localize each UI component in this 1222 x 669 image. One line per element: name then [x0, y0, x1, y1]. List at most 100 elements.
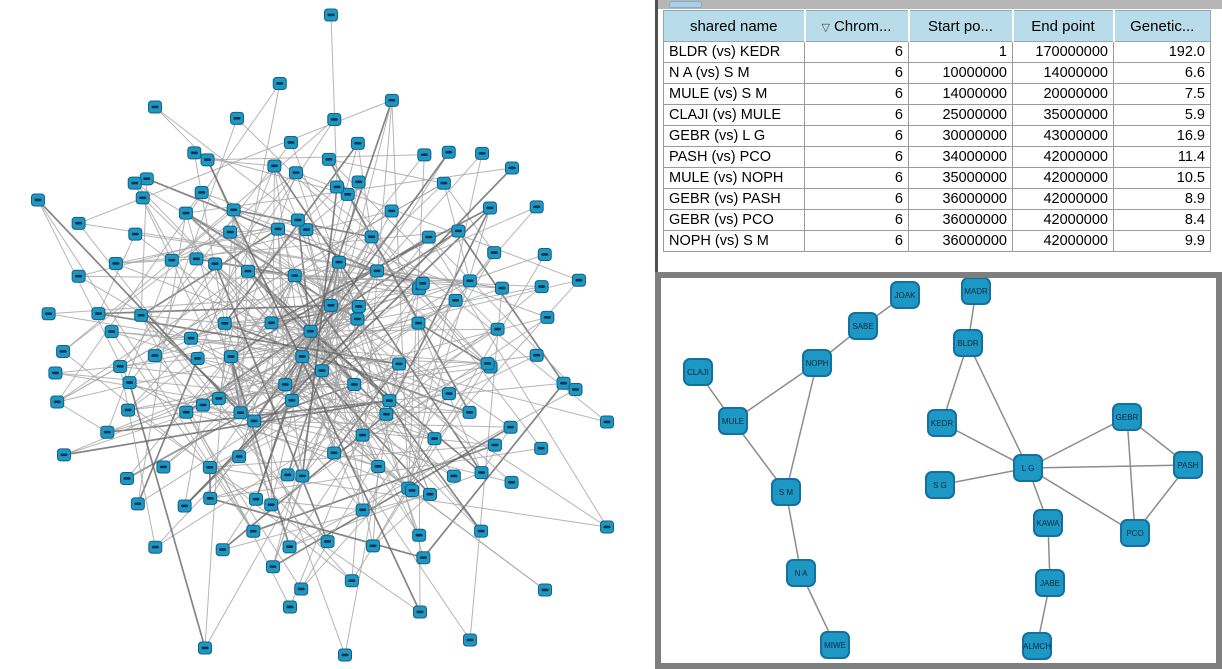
network-node[interactable]: [295, 469, 310, 483]
network-node[interactable]: [226, 203, 241, 217]
network-node[interactable]: [282, 540, 297, 554]
network-node[interactable]: [474, 466, 489, 480]
column-header[interactable]: ▽ Chrom...: [804, 10, 910, 42]
network-node[interactable]: [265, 560, 280, 574]
subnetwork-node-bldr[interactable]: BLDR: [953, 329, 983, 357]
network-node[interactable]: [600, 520, 614, 534]
subnetwork-node-mule[interactable]: MULE: [718, 407, 748, 435]
network-node[interactable]: [71, 216, 86, 230]
table-cell[interactable]: 5.9: [1113, 104, 1211, 126]
network-node[interactable]: [540, 310, 555, 324]
subnetwork-edge[interactable]: [1027, 416, 1128, 469]
network-node[interactable]: [120, 471, 135, 485]
network-node[interactable]: [113, 359, 128, 373]
table-horizontal-scrollbar[interactable]: [658, 0, 1222, 9]
table-cell[interactable]: 170000000: [1012, 41, 1114, 63]
network-node[interactable]: [441, 145, 456, 159]
table-cell[interactable]: MULE (vs) NOPH: [663, 167, 805, 189]
subnetwork-node-madr[interactable]: MADR: [961, 278, 991, 305]
subnetwork-node-miwe[interactable]: MIWE: [820, 631, 850, 659]
network-node[interactable]: [248, 492, 263, 506]
network-node[interactable]: [215, 543, 230, 557]
network-node[interactable]: [139, 172, 154, 186]
network-node[interactable]: [417, 148, 432, 162]
network-node[interactable]: [247, 414, 262, 428]
network-node[interactable]: [351, 175, 366, 189]
network-node[interactable]: [240, 264, 255, 278]
network-node[interactable]: [217, 316, 232, 330]
network-node[interactable]: [303, 324, 318, 338]
filter-icon[interactable]: ▽: [821, 21, 830, 34]
column-header[interactable]: Start po...: [908, 10, 1014, 42]
table-cell[interactable]: 192.0: [1113, 41, 1211, 63]
network-node[interactable]: [321, 152, 336, 166]
table-cell[interactable]: 6: [804, 230, 909, 252]
network-node[interactable]: [415, 276, 430, 290]
subnetwork-node-noph[interactable]: NOPH: [802, 349, 832, 377]
network-node[interactable]: [448, 293, 463, 307]
network-node[interactable]: [104, 325, 119, 339]
network-node[interactable]: [504, 475, 519, 489]
subnetwork-view[interactable]: JOAK MADR SABE BLDR NOPH CLAJI GEBR MULE KEDR L G…: [655, 272, 1222, 669]
network-node[interactable]: [194, 186, 209, 200]
network-node[interactable]: [537, 248, 552, 262]
subnetwork-node-gebr[interactable]: GEBR: [1112, 403, 1142, 431]
network-node[interactable]: [148, 100, 162, 114]
network-node[interactable]: [195, 398, 210, 412]
subnetwork-node-jabe[interactable]: JABE: [1035, 569, 1065, 597]
network-node[interactable]: [412, 528, 427, 542]
table-cell[interactable]: 6: [804, 125, 909, 147]
network-node[interactable]: [474, 524, 489, 538]
network-node[interactable]: [178, 206, 193, 220]
network-node[interactable]: [344, 574, 359, 588]
network-node[interactable]: [571, 273, 586, 287]
table-cell[interactable]: 7.5: [1113, 83, 1211, 105]
network-node[interactable]: [179, 405, 194, 419]
table-cell[interactable]: 14000000: [908, 83, 1013, 105]
network-node[interactable]: [246, 524, 261, 538]
table-cell[interactable]: 36000000: [908, 209, 1013, 231]
table-cell[interactable]: PASH (vs) PCO: [663, 146, 805, 168]
table-cell[interactable]: MULE (vs) S M: [663, 83, 805, 105]
network-node[interactable]: [600, 415, 614, 429]
network-node[interactable]: [556, 376, 571, 390]
network-node[interactable]: [355, 503, 370, 517]
network-node[interactable]: [494, 281, 509, 295]
subnetwork-node-almch[interactable]: ALMCH: [1022, 632, 1052, 660]
table-cell[interactable]: CLAJI (vs) MULE: [663, 104, 805, 126]
network-node[interactable]: [56, 448, 71, 462]
subnetwork-node-kedr[interactable]: KEDR: [927, 409, 957, 437]
table-cell[interactable]: 8.4: [1113, 209, 1211, 231]
network-node[interactable]: [436, 176, 451, 190]
network-node[interactable]: [187, 146, 202, 160]
network-node[interactable]: [462, 274, 477, 288]
network-node[interactable]: [223, 225, 238, 239]
network-node[interactable]: [446, 469, 461, 483]
network-node[interactable]: [364, 230, 379, 244]
network-node[interactable]: [529, 200, 544, 214]
subnetwork-node-sg[interactable]: S G: [925, 471, 955, 499]
network-node[interactable]: [148, 540, 163, 554]
network-node[interactable]: [130, 497, 145, 511]
subnetwork-edge[interactable]: [785, 362, 818, 493]
network-node[interactable]: [370, 264, 385, 278]
network-node[interactable]: [278, 378, 293, 392]
table-cell[interactable]: 35000000: [1012, 104, 1114, 126]
network-node[interactable]: [233, 406, 248, 420]
network-node[interactable]: [294, 582, 309, 596]
network-node[interactable]: [189, 252, 204, 266]
network-node[interactable]: [324, 8, 338, 22]
network-node[interactable]: [164, 253, 179, 267]
network-node[interactable]: [416, 551, 431, 565]
network-node[interactable]: [392, 357, 407, 371]
network-node[interactable]: [421, 230, 436, 244]
table-cell[interactable]: 1: [908, 41, 1013, 63]
network-node[interactable]: [379, 407, 394, 421]
network-node[interactable]: [487, 246, 502, 260]
table-cell[interactable]: GEBR (vs) L G: [663, 125, 805, 147]
table-cell[interactable]: 36000000: [908, 230, 1013, 252]
network-node[interactable]: [327, 112, 342, 126]
subnetwork-node-joak[interactable]: JOAK: [890, 281, 920, 309]
network-node[interactable]: [202, 460, 217, 474]
network-node[interactable]: [340, 187, 355, 201]
